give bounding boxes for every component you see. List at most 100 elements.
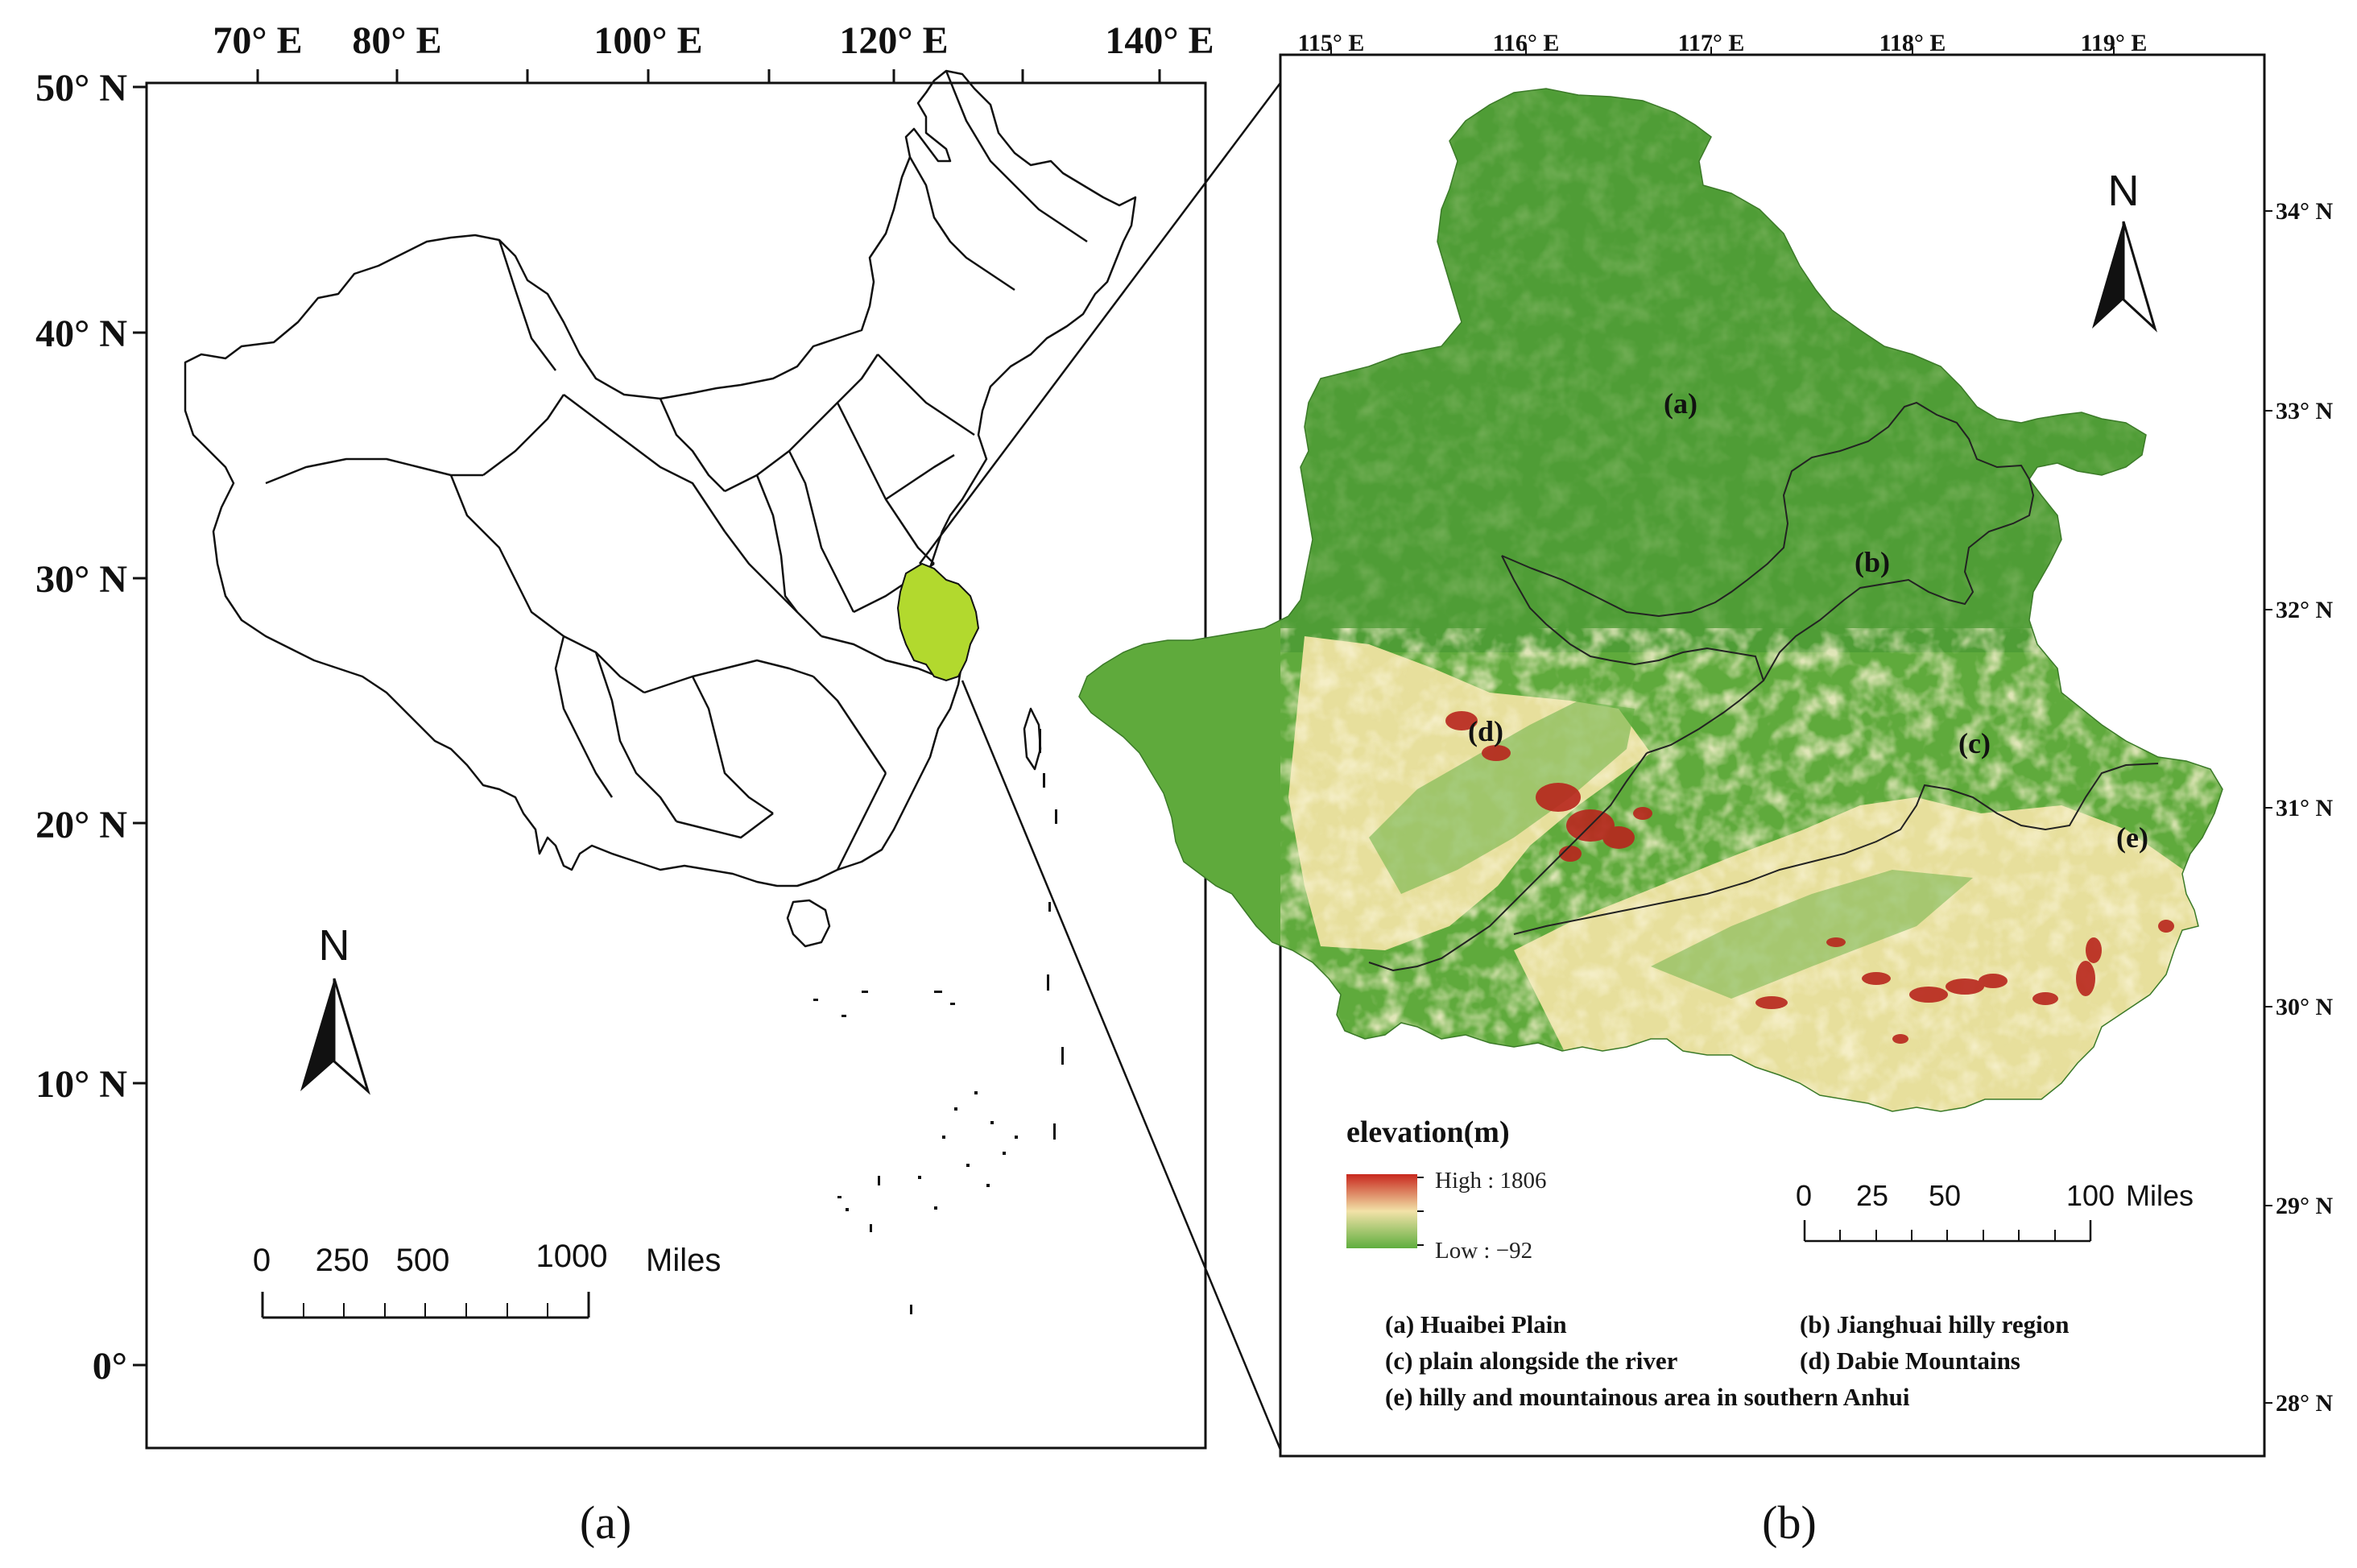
valley-shade <box>1369 701 1635 894</box>
peak <box>1862 972 1891 985</box>
island-mark <box>862 991 868 993</box>
region-label-d: (d) <box>1468 715 1503 747</box>
lon-tick-label: 119° E <box>2081 30 2148 56</box>
valley-shade <box>1651 870 1973 999</box>
region-legend-item: (a) Huaibei Plain <box>1385 1310 1567 1338</box>
lat-tick-label: 10° N <box>35 1063 127 1106</box>
region-legend-item: (e) hilly and mountainous area in southe… <box>1385 1383 1910 1411</box>
boundary-b-c <box>1763 478 2035 681</box>
inset-leader-top <box>919 82 1281 565</box>
peak <box>1633 807 1652 820</box>
lat-tick-label: 34° N <box>2276 198 2333 225</box>
peak <box>2158 920 2174 933</box>
north-arrow-light-half <box>2122 221 2157 333</box>
island-mark <box>1061 1047 1064 1065</box>
north-arrow-dark-half <box>2092 221 2123 329</box>
south-china-sea-islands <box>813 729 1064 1314</box>
lon-tick-label: 100° E <box>593 19 702 62</box>
north-arrow-b: N <box>2092 167 2157 333</box>
north-arrow-a: N <box>300 921 370 1095</box>
island-mark <box>950 1003 955 1005</box>
north-arrow-dark-half <box>300 978 334 1091</box>
region-legend-item: (c) plain alongside the river <box>1385 1347 1678 1375</box>
peak <box>2032 992 2058 1005</box>
lat-tick-label: 30° N <box>2276 994 2333 1020</box>
island-mark <box>942 1136 945 1139</box>
lat-tick-label: 30° N <box>35 558 127 601</box>
lat-tick-label: 40° N <box>35 312 127 355</box>
region-label-c: (c) <box>1958 727 1991 759</box>
scale-unit-label: Miles <box>2126 1179 2194 1212</box>
legend-color-ramp <box>1346 1174 1417 1248</box>
peak <box>1445 711 1478 730</box>
peak <box>1946 978 1984 995</box>
peak <box>1979 974 2008 988</box>
lon-tick-label: 116° E <box>1493 30 1560 56</box>
peak <box>1826 937 1846 947</box>
panel-a-frame <box>145 81 1207 1450</box>
island-mark <box>846 1208 849 1211</box>
island-mark <box>934 1206 937 1210</box>
legend-high-label: High : 1806 <box>1435 1168 1547 1194</box>
island-mark <box>1047 974 1049 991</box>
island-mark <box>1053 1123 1056 1140</box>
anhui-highlight <box>896 562 980 682</box>
boundary-c-d <box>1368 752 1648 972</box>
island-mark <box>990 1121 994 1124</box>
lat-tick-label: 0° <box>93 1345 127 1388</box>
lat-tick-label: 32° N <box>2276 597 2333 623</box>
scale-bar-a: 0 250 500 1000 Miles <box>253 1239 721 1319</box>
island-mark <box>841 1015 846 1017</box>
lon-tick-label: 117° E <box>1678 30 1745 56</box>
island-mark <box>966 1164 970 1167</box>
island-mark <box>1055 809 1057 824</box>
lat-tick-label: 29° N <box>2276 1193 2333 1219</box>
scale-label: 100 <box>2066 1179 2115 1212</box>
lat-tick-label: 33° N <box>2276 398 2333 424</box>
region-label-a: (a) <box>1664 387 1697 420</box>
boundary-b-d <box>1501 555 1765 754</box>
lat-tick-label: 20° N <box>35 804 127 846</box>
region-label-b: (b) <box>1855 546 1890 578</box>
island-mark <box>1003 1152 1006 1155</box>
island-mark <box>1043 773 1045 788</box>
boundary-a-b <box>1501 401 2030 618</box>
scale-label: 500 <box>396 1243 450 1278</box>
panel-a-lat-ticks: 50° N 40° N 30° N 20° N 10° N 0° <box>35 67 147 1388</box>
north-arrow-light-half <box>333 978 370 1095</box>
peak <box>1482 745 1511 761</box>
panel-b-lat-ticks: 34° N 33° N 32° N 31° N 30° N 29° N 28° … <box>2264 198 2333 1417</box>
region-boundaries <box>1368 401 2159 972</box>
lon-tick-label: 120° E <box>839 19 948 62</box>
inset-leader-bottom <box>961 680 1282 1450</box>
scale-label: 1000 <box>536 1239 608 1274</box>
lon-tick-label: 80° E <box>352 19 441 62</box>
island-mark <box>986 1184 990 1187</box>
panel-a-lon-ticks: 70° E 80° E 100° E 120° E 140° E <box>213 19 1214 83</box>
island-mark <box>934 991 942 993</box>
region-legend: (a) Huaibei Plain (b) Jianghuai hilly re… <box>1385 1310 2069 1411</box>
panel-a-caption: (a) <box>580 1496 631 1549</box>
lat-tick-label: 28° N <box>2276 1390 2333 1417</box>
panel-b-caption: (b) <box>1762 1496 1817 1549</box>
scale-label: 0 <box>253 1243 271 1278</box>
peak <box>1559 846 1582 862</box>
china-outline <box>184 69 1137 948</box>
island-mark <box>1015 1136 1018 1139</box>
scale-unit-label: Miles <box>646 1243 721 1278</box>
region-legend-item: (d) Dabie Mountains <box>1800 1347 2020 1375</box>
island-mark <box>910 1305 912 1314</box>
island-mark <box>918 1176 921 1179</box>
peak <box>2086 937 2102 963</box>
peak <box>1909 987 1948 1003</box>
scale-label: 50 <box>1929 1179 1961 1212</box>
peak <box>2076 961 2095 996</box>
legend-low-label: Low : −92 <box>1435 1238 1532 1264</box>
lon-tick-label: 140° E <box>1105 19 1214 62</box>
lat-tick-label: 31° N <box>2276 795 2333 821</box>
panel-b-lon-ticks: 115° E 116° E 117° E 118° E 119° E <box>1298 30 2148 56</box>
island-mark <box>954 1107 957 1111</box>
taiwan-island <box>1023 707 1042 771</box>
north-arrow-label: N <box>319 921 350 970</box>
island-mark <box>813 999 818 1001</box>
